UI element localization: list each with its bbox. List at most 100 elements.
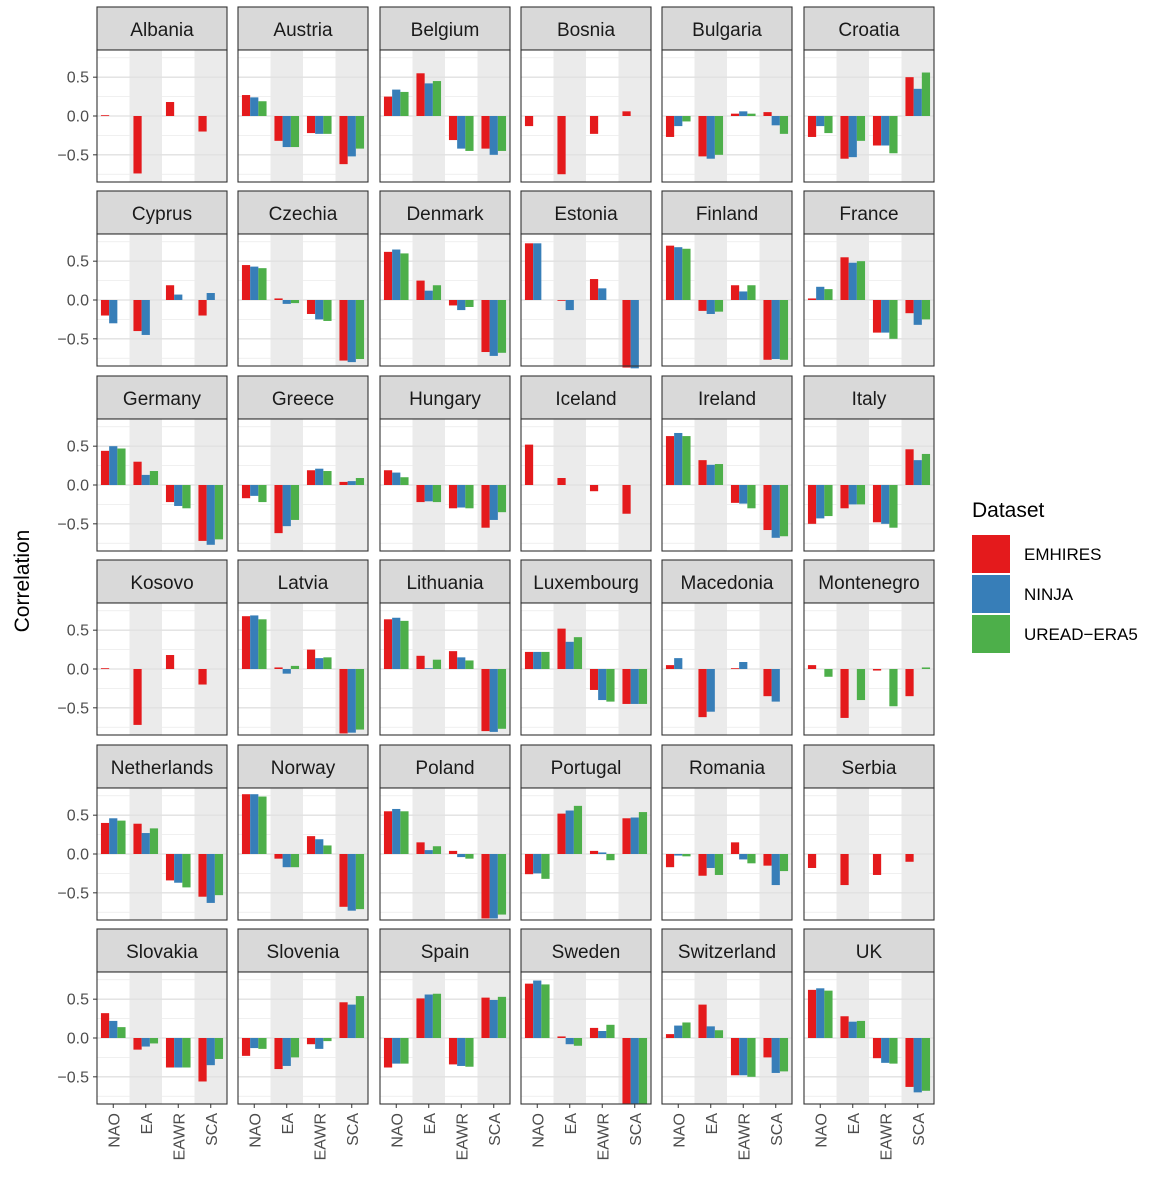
bar-uread-era5-eawr — [747, 485, 756, 509]
panel-slovakia: Slovakia — [96, 928, 228, 1105]
panel-sweden: Sweden — [520, 928, 652, 1105]
x-tick-label: EA — [422, 1113, 439, 1135]
bar-ninja-nao — [250, 266, 259, 300]
x-tick-label: EA — [846, 1113, 863, 1135]
bar-uread-era5-ea — [149, 471, 159, 485]
bar-ninja-nao — [533, 651, 542, 669]
bar-ninja-sca — [913, 460, 922, 485]
bar-ninja-ea — [282, 1038, 291, 1066]
bar-ninja-eawr — [315, 468, 324, 485]
facet-strip-label: Denmark — [406, 204, 484, 225]
bar-uread-era5-sca — [638, 669, 648, 704]
bar-emhires-sca — [622, 485, 631, 514]
panel-border — [237, 971, 369, 1105]
bar-ninja-sca — [489, 300, 498, 356]
bar-uread-era5-sca — [355, 669, 365, 730]
bar-ninja-nao — [674, 247, 683, 300]
bar-emhires-nao — [383, 619, 393, 669]
bar-emhires-nao — [524, 983, 534, 1038]
bar-emhires-ea — [133, 1038, 142, 1050]
bar-ninja-eawr — [457, 1038, 466, 1066]
panel-portugal: Portugal — [520, 744, 652, 921]
bar-uread-era5-nao — [682, 1022, 691, 1038]
bar-uread-era5-sca — [497, 996, 507, 1038]
bar-emhires-sca — [905, 77, 914, 116]
panel-latvia: Latvia — [237, 559, 369, 736]
bar-emhires-nao — [807, 116, 817, 137]
facet-strip-label: Luxembourg — [533, 573, 639, 594]
x-tick-label: NAO — [247, 1113, 264, 1148]
x-tick-label: EAWR — [171, 1113, 188, 1160]
bar-emhires-eawr — [872, 669, 882, 671]
bar-uread-era5-ea — [290, 116, 300, 148]
bar-emhires-ea — [133, 300, 142, 332]
bar-emhires-sca — [339, 854, 348, 907]
bar-uread-era5-nao — [541, 984, 550, 1038]
bar-emhires-ea — [133, 823, 142, 854]
panel-hungary: Hungary — [379, 375, 511, 552]
bar-uread-era5-ea — [149, 828, 159, 854]
bar-uread-era5-eawr — [889, 300, 898, 339]
facet-strip-label: Switzerland — [678, 942, 776, 963]
facet-strip-label: UK — [856, 942, 883, 963]
bar-uread-era5-nao — [258, 1038, 267, 1049]
panel-border — [520, 418, 652, 552]
bar-uread-era5-eawr — [182, 1038, 191, 1068]
bar-emhires-nao — [665, 245, 675, 300]
bar-uread-era5-nao — [824, 289, 833, 300]
bar-uread-era5-eawr — [889, 1038, 898, 1064]
facet-strip-label: Hungary — [409, 389, 481, 410]
bar-emhires-sca — [198, 854, 207, 897]
bar-emhires-sca — [339, 481, 348, 485]
bar-emhires-ea — [557, 300, 566, 301]
bar-uread-era5-nao — [117, 448, 126, 485]
bar-ninja-ea — [282, 116, 291, 148]
x-tick-label: SCA — [345, 1113, 362, 1146]
bar-ninja-ea — [565, 300, 574, 311]
bar-emhires-eawr — [589, 850, 599, 854]
bar-emhires-ea — [698, 460, 707, 485]
bar-emhires-ea — [274, 667, 283, 669]
bar-ninja-eawr — [881, 300, 890, 333]
facet-strip — [379, 928, 511, 973]
facet-strip — [379, 744, 511, 789]
bar-emhires-eawr — [165, 655, 175, 669]
panel-bosnia: Bosnia — [520, 6, 652, 183]
facet-panels: Albania Austria Belgium Bosnia Bulgaria Croat… — [96, 6, 935, 1105]
bar-emhires-nao — [100, 1013, 110, 1038]
bar-emhires-nao — [665, 665, 675, 669]
bar-ninja-nao — [816, 485, 825, 519]
y-tick-label: 0.0 — [67, 109, 89, 126]
bar-uread-era5-eawr — [323, 845, 332, 854]
y-axis-title: Correlation — [11, 530, 34, 633]
panel-border — [237, 233, 369, 367]
bar-uread-era5-sca — [779, 485, 789, 537]
facet-strip-label: Latvia — [278, 573, 329, 594]
panel-border — [803, 602, 935, 736]
x-tick-label: NAO — [106, 1113, 123, 1148]
bar-emhires-sca — [622, 300, 631, 368]
bar-emhires-sca — [481, 485, 490, 528]
panel-belgium: Belgium — [379, 6, 511, 183]
facet-strip — [520, 6, 652, 51]
bar-ninja-nao — [250, 485, 259, 496]
facet-strip-label: Spain — [421, 942, 470, 963]
panel-montenegro: Montenegro — [803, 559, 935, 736]
facet-strip — [661, 744, 793, 789]
panel-lithuania: Lithuania — [379, 559, 511, 736]
bar-emhires-nao — [383, 96, 393, 116]
facet-strip-label: Sweden — [552, 942, 621, 963]
legend: Dataset EMHIRES NINJA UREAD−ERA5 — [972, 499, 1138, 653]
bar-uread-era5-nao — [682, 854, 691, 857]
bar-uread-era5-eawr — [889, 669, 898, 707]
bar-ninja-sca — [771, 116, 780, 126]
bar-emhires-ea — [698, 669, 707, 718]
bar-emhires-ea — [416, 655, 425, 669]
facet-strip — [520, 559, 652, 604]
panel-ireland: Ireland — [661, 375, 793, 552]
panel-slovenia: Slovenia — [237, 928, 369, 1105]
legend-label: UREAD−ERA5 — [1024, 625, 1138, 644]
bar-uread-era5-sca — [355, 116, 365, 149]
bar-emhires-sca — [763, 1038, 772, 1058]
bar-ninja-sca — [347, 854, 356, 911]
